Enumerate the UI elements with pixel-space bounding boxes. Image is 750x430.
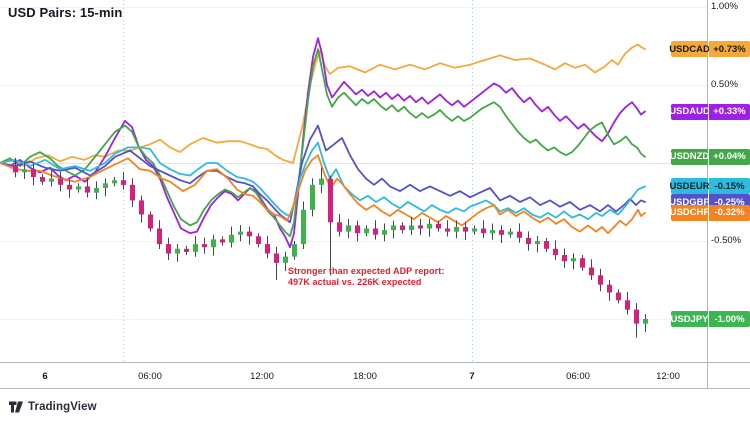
pair-change: -0.32% — [709, 204, 750, 221]
tradingview-logo-icon — [9, 401, 23, 413]
series-usdnzd — [0, 48, 646, 238]
time-tick: 6 — [42, 371, 48, 382]
pair-symbol: USDAUD — [669, 103, 710, 120]
pair-change: +0.33% — [709, 103, 750, 120]
price-label-usdeur: USDEUR -0.15% — [669, 178, 750, 195]
pair-change: -0.15% — [709, 178, 750, 195]
price-label-usdjpy: USDJPY -1.00% — [671, 311, 750, 327]
pair-change: -1.00% — [709, 311, 750, 327]
pair-symbol: USDCHF — [670, 204, 709, 221]
pair-symbol: USDCAD — [669, 41, 710, 58]
series-usdcad — [0, 43, 646, 168]
price-label-usdnzd: USDNZD +0.04% — [670, 148, 750, 165]
tradingview-logo-text: TradingView — [28, 401, 97, 413]
pair-symbol: USDEUR — [669, 178, 710, 195]
price-tick: 1.00% — [711, 1, 738, 12]
pair-symbol: USDJPY — [671, 311, 709, 327]
price-label-usdaud: USDAUD +0.33% — [669, 103, 750, 120]
time-tick: 12:00 — [656, 371, 680, 382]
price-tick: -0.50% — [711, 235, 742, 246]
series-usdgbp — [0, 124, 646, 224]
price-label-usdchf: USDCHF -0.32% — [670, 204, 750, 221]
tradingview-logo[interactable]: TradingView — [9, 401, 97, 413]
usdjpy-candles — [13, 157, 648, 338]
price-label-usdcad: USDCAD +0.73% — [669, 41, 750, 58]
adp-annotation: Stronger than expected ADP report: 497K … — [288, 266, 444, 288]
series-usdchf — [0, 154, 646, 235]
annotation-line2: 497K actual vs. 226K expected — [288, 277, 422, 287]
time-tick: 7 — [469, 371, 475, 382]
gridlines — [0, 0, 707, 362]
pair-change: +0.04% — [709, 148, 750, 165]
series-usdaud — [0, 37, 646, 249]
pair-change: +0.73% — [709, 41, 750, 58]
annotation-line1: Stronger than expected ADP report: — [288, 266, 445, 276]
pair-symbol: USDNZD — [670, 148, 709, 165]
series-usdeur — [0, 141, 646, 221]
chart-title: USD Pairs: 15-min — [8, 5, 123, 20]
time-tick: 12:00 — [250, 371, 274, 382]
time-tick: 18:00 — [353, 371, 377, 382]
series-lines — [0, 37, 646, 249]
time-tick: 06:00 — [566, 371, 590, 382]
time-tick: 06:00 — [138, 371, 162, 382]
axis-frame — [0, 0, 750, 389]
price-tick: 0.50% — [711, 79, 738, 90]
